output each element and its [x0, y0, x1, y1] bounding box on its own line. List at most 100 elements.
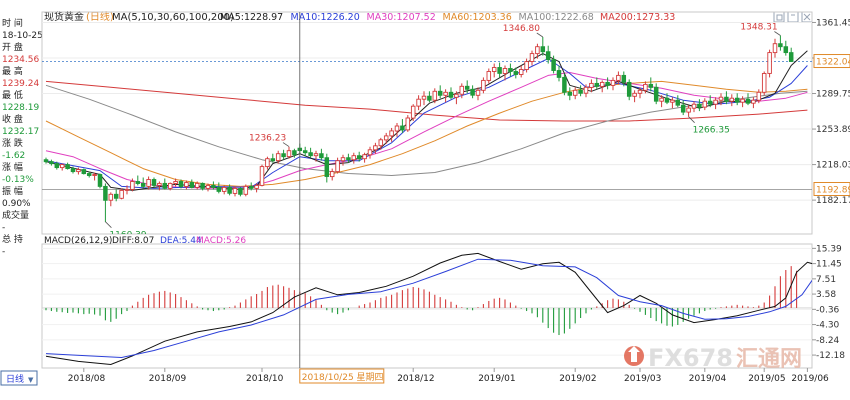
candle-body [324, 157, 330, 177]
price-tick-label: 1253.89 [816, 125, 850, 135]
candle-body [761, 73, 767, 93]
period-button[interactable]: 日线 ▼ [0, 370, 38, 386]
candle-body [410, 105, 416, 119]
candle-body [362, 154, 367, 160]
candle-body [86, 173, 92, 176]
price-pane-frame [41, 11, 813, 235]
candle-body [227, 186, 232, 194]
candle-body [464, 85, 470, 90]
candle-body [729, 97, 735, 102]
current-price-tag [813, 54, 850, 69]
month-label: 2019/01 [478, 374, 515, 384]
month-label: 2019/05 [748, 374, 785, 384]
candle-body [389, 130, 394, 137]
candle-body [713, 99, 718, 105]
candle-body [470, 88, 475, 96]
ma-legend: MA5:1228.97 MA10:1226.20 MA30:1207.52 MA60:… [220, 12, 675, 23]
candle-body [119, 189, 124, 199]
date-axis: 2018/08 2018/09 2018/10 2018/12 2019/01 2019/… [68, 368, 829, 384]
macd-diff-label: DIFF:8.07 [112, 236, 154, 246]
candle-body [211, 184, 216, 188]
period-button-label: 日线 [6, 373, 24, 385]
ma-legend-item-2: MA30:1207.52 [367, 12, 436, 23]
macd-pane-frame [41, 243, 813, 369]
candle-body [734, 97, 740, 103]
candle-body [416, 98, 421, 107]
candle-body [545, 51, 551, 61]
candle-body [92, 174, 97, 176]
candle-body [475, 89, 481, 96]
candle-body [594, 82, 600, 87]
candle-body [745, 98, 751, 104]
candle-body [329, 171, 335, 178]
candle-body [108, 193, 114, 201]
price-y-axis: 1361.451325.611289.751253.891218.031182.… [812, 18, 850, 206]
open-label: 开 盘 [2, 41, 23, 53]
time-label: 时 间 [2, 17, 23, 29]
month-label: 2018/12 [397, 374, 434, 384]
candle-body [346, 157, 351, 161]
candle-body [140, 182, 146, 187]
candle-body [486, 71, 492, 81]
candle-body [659, 97, 664, 102]
time-value: 18-10-25 [2, 31, 43, 41]
change-label: 涨 跌 [2, 138, 23, 149]
candle-body [599, 81, 605, 87]
macd-tick-label: 11.45 [816, 260, 842, 270]
price-tick-label: 1289.75 [816, 90, 850, 100]
candle-body [103, 185, 108, 201]
candle-body [335, 160, 340, 173]
price-tick-label: 1218.03 [816, 161, 850, 171]
macd-diff-line [45, 252, 812, 366]
candle-body [221, 186, 227, 192]
candle-body [421, 95, 427, 100]
candle-body [275, 153, 281, 162]
candle-body [302, 150, 308, 154]
candle-body [313, 153, 319, 157]
candle-body [281, 153, 286, 158]
ma5-line [45, 50, 808, 191]
candle-body [351, 155, 357, 161]
candle-body [319, 153, 324, 159]
macd-tick-label: 7.51 [816, 275, 836, 285]
price-tick-label: 1361.45 [816, 18, 850, 28]
annotation-pointer [282, 142, 290, 147]
candle-body [292, 150, 297, 156]
oi-value: - [2, 247, 5, 257]
candle-body [432, 90, 438, 101]
candle-body [632, 92, 637, 97]
macd-dea-label: DEA:5.44 [160, 236, 202, 246]
candle-body [529, 53, 535, 62]
month-label: 2018/08 [68, 374, 106, 384]
fx678-watermark: FX678 汇通网 [624, 344, 802, 372]
vol-label: 成交量 [2, 209, 29, 221]
candle-body [675, 99, 681, 106]
month-label: 2019/02 [559, 374, 596, 384]
low-value: 1228.19 [2, 103, 39, 113]
candle-body [562, 76, 567, 93]
candle-body [680, 104, 686, 113]
candle-body [130, 181, 135, 190]
macd-series [42, 247, 812, 366]
candle-body [113, 193, 119, 199]
candle-body [427, 95, 432, 101]
candle-body [513, 71, 519, 75]
macd-title: MACD(26,12,9) [44, 236, 112, 246]
candle-body [383, 135, 389, 141]
current-price-label: 1322.04 [816, 58, 850, 68]
annotation-label: 1348.31 [740, 22, 777, 32]
vol-value: - [2, 223, 5, 233]
window-maximize-icon[interactable] [787, 11, 799, 23]
candle-body [189, 182, 195, 188]
pct-value: -0.13% [2, 175, 34, 185]
annotation-label: 1160.39 [109, 231, 146, 241]
candle-body [340, 157, 346, 162]
amp-label: 振 幅 [2, 185, 23, 197]
month-label: 2018/09 [149, 374, 187, 384]
low-label: 最 低 [2, 89, 23, 101]
ma10-line [45, 58, 808, 189]
candle-body [157, 182, 162, 186]
candle-body [356, 155, 362, 160]
candle-body [400, 125, 405, 131]
candle-body [135, 181, 141, 184]
